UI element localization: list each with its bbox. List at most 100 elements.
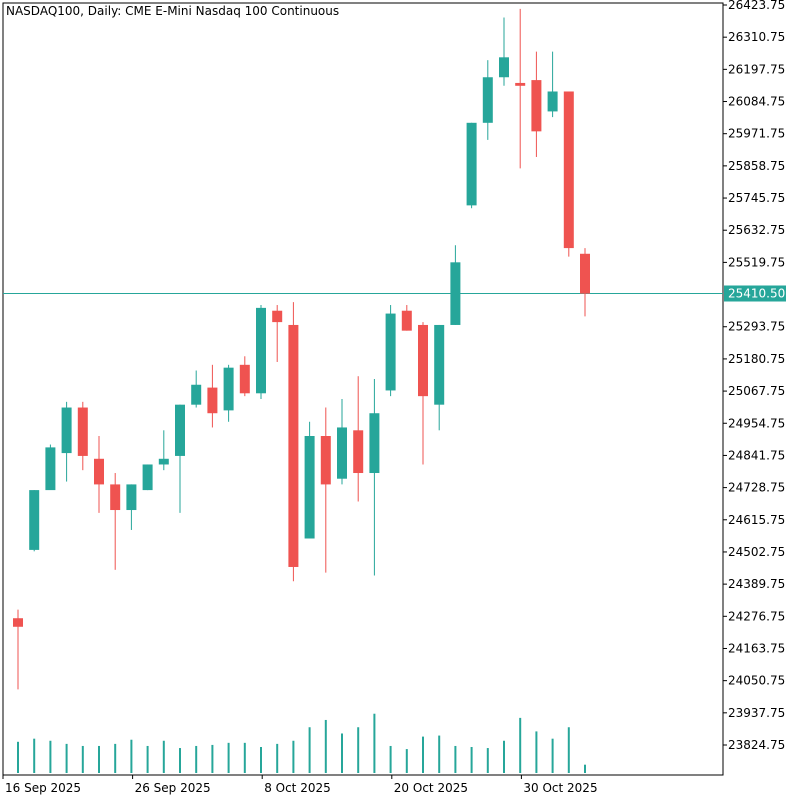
candle-body: [434, 324, 445, 405]
current-price-label-group: 25410.50: [724, 285, 786, 302]
y-tick-label: 25293.75: [728, 320, 785, 334]
candle[interactable]: [450, 245, 461, 325]
candle[interactable]: [563, 91, 574, 257]
candle-body: [515, 82, 526, 86]
y-tick-label: 23824.75: [728, 738, 785, 752]
y-tick-label: 24502.75: [728, 545, 785, 559]
y-tick-label: 25858.75: [728, 159, 785, 173]
candle[interactable]: [45, 444, 56, 491]
candle-body: [13, 618, 23, 627]
candle[interactable]: [94, 436, 104, 513]
candle[interactable]: [547, 51, 558, 118]
y-tick-label: 24615.75: [728, 513, 785, 527]
y-tick-label: 24163.75: [728, 641, 785, 655]
x-axis: 16 Sep 2025 26 Sep 2025 8 Oct 2025 20 Oct 2…: [2, 775, 598, 795]
candle[interactable]: [61, 401, 72, 482]
candle-body: [207, 387, 218, 414]
current-price-label-bg: [724, 285, 786, 302]
candle[interactable]: [401, 305, 412, 331]
candle-body: [126, 484, 137, 511]
y-tick-label: 24276.75: [728, 609, 785, 623]
x-tick-label: 26 Sep 2025: [135, 781, 211, 795]
candle-body: [450, 262, 461, 325]
candle[interactable]: [320, 407, 331, 573]
candle[interactable]: [369, 379, 380, 576]
y-tick-label: 26084.75: [728, 95, 785, 109]
candle-body: [175, 404, 185, 456]
candle-body: [499, 57, 509, 78]
candle-body: [547, 91, 558, 112]
volume-bars-group: [17, 713, 586, 773]
candle-body: [385, 313, 396, 391]
candle-body: [418, 324, 428, 397]
current-price-label: 25410.50: [728, 286, 785, 300]
candle-body: [272, 310, 283, 323]
candle-body: [223, 367, 234, 411]
candle[interactable]: [77, 401, 88, 471]
candle[interactable]: [142, 464, 153, 491]
candle-body: [482, 77, 493, 123]
candle-body: [466, 122, 477, 206]
candle-body: [288, 324, 299, 567]
candle[interactable]: [482, 60, 493, 140]
candle[interactable]: [499, 17, 509, 86]
candle[interactable]: [288, 302, 299, 582]
candle-body: [369, 413, 380, 474]
candle[interactable]: [515, 8, 526, 169]
candle-body: [158, 458, 169, 465]
candle-body: [94, 458, 104, 485]
x-tick-label: 8 Oct 2025: [264, 781, 331, 795]
y-tick-label: 23937.75: [728, 706, 785, 720]
candles-group: [13, 8, 590, 690]
y-tick-label: 24954.75: [728, 416, 785, 430]
x-tick-label: 16 Sep 2025: [5, 781, 81, 795]
candle-body: [110, 484, 121, 511]
candle[interactable]: [110, 473, 121, 570]
y-tick-label: 24050.75: [728, 674, 785, 688]
candle[interactable]: [531, 51, 542, 157]
y-tick-label: 24728.75: [728, 481, 785, 495]
candle[interactable]: [29, 490, 40, 552]
candle[interactable]: [207, 364, 218, 428]
candle[interactable]: [191, 370, 202, 408]
candle[interactable]: [158, 430, 169, 471]
candle-body: [304, 436, 315, 539]
y-tick-label: 25971.75: [728, 127, 785, 141]
candle-body: [191, 384, 202, 405]
candle-body: [45, 447, 56, 491]
candle[interactable]: [353, 376, 364, 502]
chart-title: NASDAQ100, Daily: CME E-Mini Nasdaq 100 …: [6, 4, 340, 18]
candle-body: [320, 436, 331, 485]
candle[interactable]: [13, 609, 23, 690]
candle-body: [142, 464, 153, 491]
y-tick-label: 25067.75: [728, 384, 785, 398]
y-tick-label: 26423.75: [728, 0, 785, 12]
candle[interactable]: [580, 248, 590, 317]
candle[interactable]: [239, 356, 250, 397]
candle[interactable]: [304, 421, 315, 539]
candle-body: [353, 430, 364, 474]
candle[interactable]: [466, 122, 477, 209]
candle[interactable]: [272, 305, 283, 362]
candle[interactable]: [256, 305, 266, 399]
candle[interactable]: [126, 484, 137, 530]
candle-body: [61, 407, 72, 454]
y-tick-label: 25180.75: [728, 352, 785, 366]
candle[interactable]: [385, 305, 396, 397]
candle[interactable]: [223, 364, 234, 422]
y-tick-label: 24841.75: [728, 448, 785, 462]
candle[interactable]: [434, 324, 445, 431]
candle[interactable]: [418, 322, 428, 465]
x-tick-label: 30 Oct 2025: [523, 781, 597, 795]
candle[interactable]: [337, 398, 347, 485]
candle[interactable]: [175, 404, 185, 513]
y-tick-label: 25519.75: [728, 255, 785, 269]
candle-body: [29, 490, 40, 550]
candle-body: [531, 80, 542, 132]
candle-body: [256, 307, 266, 394]
y-axis: 26423.75 26310.75 26197.75 26084.75 25971.75…: [723, 0, 785, 752]
x-tick-label: 20 Oct 2025: [394, 781, 468, 795]
candle-body: [77, 407, 88, 456]
y-tick-label: 25632.75: [728, 223, 785, 237]
